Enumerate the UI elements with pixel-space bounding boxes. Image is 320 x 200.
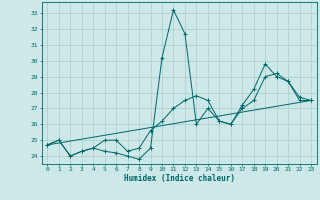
X-axis label: Humidex (Indice chaleur): Humidex (Indice chaleur) — [124, 174, 235, 183]
